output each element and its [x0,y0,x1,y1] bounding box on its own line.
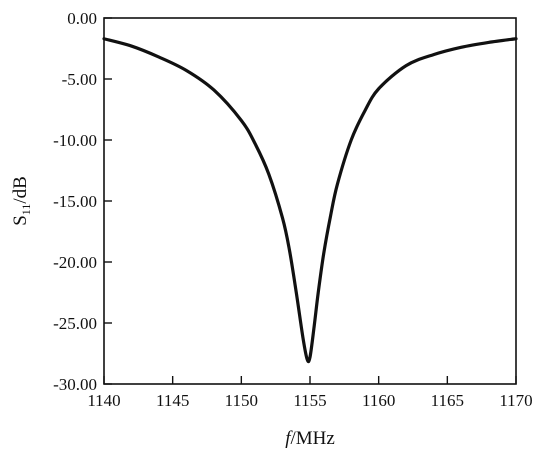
x-tick-label: 1155 [293,391,326,410]
y-axis-label-unit: /dB [10,176,31,203]
x-axis-label-unit: /MHz [290,428,334,449]
plot-frame [103,17,517,385]
y-axis-ticks: 0.00 -5.00 -10.00 -15.00 -20.00 -25.00 -30.00 [53,9,112,394]
x-axis-ticks: 1140 1145 1150 1155 1160 1165 1170 [87,376,533,410]
x-axis-label-variable: f [285,428,293,449]
x-axis-label: f/MHz [285,428,335,449]
y-tick-label: -20.00 [53,253,97,272]
x-tick-label: 1160 [362,391,395,410]
y-tick-label: -10.00 [53,131,97,150]
s11-curve [102,37,518,364]
y-tick-label: -30.00 [53,375,97,394]
y-tick-label: 0.00 [67,9,97,28]
x-tick-label: 1145 [156,391,189,410]
x-tick-label: 1170 [499,391,532,410]
x-tick-label: 1140 [87,391,120,410]
y-axis-label-base: S [10,215,31,226]
x-tick-label: 1165 [431,391,464,410]
y-tick-label: -5.00 [62,70,97,89]
y-tick-label: -25.00 [53,314,97,333]
y-axis-label: S11/dB [10,176,33,226]
y-axis-label-subscript: 11 [19,204,33,216]
y-tick-label: -15.00 [53,192,97,211]
x-tick-label: 1150 [225,391,258,410]
